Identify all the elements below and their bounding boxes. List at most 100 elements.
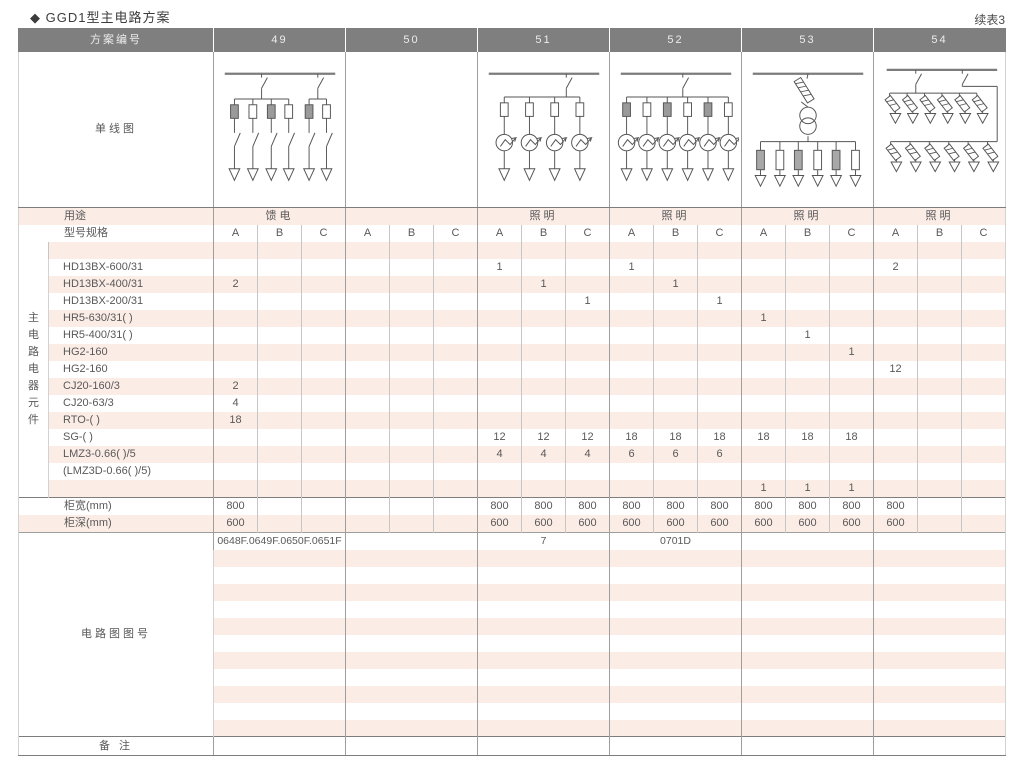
- value-cell: [389, 241, 434, 259]
- phase-header-49-A: A: [213, 224, 258, 242]
- empty-cell: [741, 702, 874, 720]
- value-cell: [653, 462, 698, 480]
- value-cell: [609, 241, 654, 259]
- diagram-number-54: [873, 531, 1006, 550]
- empty-cell: [477, 702, 610, 720]
- value-cell: [213, 360, 258, 378]
- value-cell: [213, 241, 258, 259]
- depth-value: [301, 514, 346, 532]
- empty-cell: [213, 719, 346, 737]
- value-cell: 2: [873, 258, 918, 276]
- value-cell: [785, 275, 830, 293]
- empty-cell: [873, 566, 1006, 584]
- empty-cell: [873, 600, 1006, 618]
- value-cell: [389, 326, 434, 344]
- value-cell: [917, 292, 962, 310]
- phase-header-53-C: C: [829, 224, 874, 242]
- value-cell: 6: [653, 445, 698, 463]
- value-cell: [565, 462, 610, 480]
- value-cell: [829, 275, 874, 293]
- empty-cell: [609, 617, 742, 635]
- value-cell: [477, 360, 522, 378]
- empty-cell: [213, 651, 346, 669]
- empty-cell: [345, 668, 478, 686]
- width-value: 800: [873, 496, 918, 515]
- value-cell: [609, 377, 654, 395]
- value-cell: [257, 462, 302, 480]
- empty-cell: [477, 668, 610, 686]
- value-cell: 18: [653, 428, 698, 446]
- phase-header-51-C: C: [565, 224, 610, 242]
- diagram-number-50: [345, 531, 478, 550]
- usage-53: 照明: [741, 207, 874, 225]
- empty-cell: [741, 566, 874, 584]
- value-cell: [389, 428, 434, 446]
- value-cell: [521, 411, 566, 429]
- value-cell: [301, 428, 346, 446]
- empty-cell: [873, 583, 1006, 601]
- value-cell: [433, 479, 478, 497]
- value-cell: 18: [741, 428, 786, 446]
- value-cell: [477, 241, 522, 259]
- value-cell: [741, 241, 786, 259]
- value-cell: [565, 275, 610, 293]
- value-cell: [345, 326, 390, 344]
- value-cell: 18: [213, 411, 258, 429]
- empty-cell: [873, 702, 1006, 720]
- continued-table-label: 续表3: [974, 13, 1005, 27]
- single-line-diagram-graphic: [617, 72, 739, 182]
- value-cell: [917, 258, 962, 276]
- value-cell: [961, 241, 1006, 259]
- value-cell: [741, 462, 786, 480]
- depth-value: 600: [521, 514, 566, 532]
- empty-cell: [873, 549, 1006, 567]
- empty-cell: [477, 685, 610, 703]
- value-cell: 1: [521, 275, 566, 293]
- value-cell: [521, 309, 566, 327]
- phase-header-49-B: B: [257, 224, 302, 242]
- value-cell: 1: [609, 258, 654, 276]
- single-line-diagram-50: [345, 52, 478, 208]
- empty-cell: [873, 719, 1006, 737]
- value-cell: [961, 292, 1006, 310]
- value-cell: [785, 258, 830, 276]
- diagram-number-label: 电路图图号: [18, 531, 214, 737]
- value-cell: [301, 479, 346, 497]
- value-cell: [829, 377, 874, 395]
- value-cell: [433, 462, 478, 480]
- empty-cell: [345, 685, 478, 703]
- empty-cell: [345, 566, 478, 584]
- empty-cell: [477, 549, 610, 567]
- value-cell: [433, 360, 478, 378]
- value-cell: [609, 275, 654, 293]
- empty-cell: [345, 719, 478, 737]
- depth-value: 600: [873, 514, 918, 532]
- cabinet-depth-label: 柜深(mm): [18, 514, 214, 532]
- value-cell: [257, 394, 302, 412]
- value-cell: 1: [785, 326, 830, 344]
- side-label: 主电路电器元件: [18, 241, 49, 497]
- component-label: HG2-160: [48, 343, 214, 361]
- value-cell: [785, 360, 830, 378]
- value-cell: [257, 428, 302, 446]
- depth-value: [961, 514, 1006, 532]
- value-cell: [389, 343, 434, 361]
- value-cell: 18: [829, 428, 874, 446]
- scheme-number-50: 50: [345, 28, 478, 52]
- component-label: HD13BX-200/31: [48, 292, 214, 310]
- width-value: [257, 496, 302, 515]
- value-cell: [741, 292, 786, 310]
- empty-cell: [609, 549, 742, 567]
- width-value: 800: [741, 496, 786, 515]
- value-cell: [741, 326, 786, 344]
- depth-value: 600: [829, 514, 874, 532]
- width-value: [345, 496, 390, 515]
- value-cell: [477, 479, 522, 497]
- value-cell: 6: [609, 445, 654, 463]
- value-cell: [829, 445, 874, 463]
- phase-header-50-B: B: [389, 224, 434, 242]
- empty-cell: [345, 600, 478, 618]
- phase-header-50-A: A: [345, 224, 390, 242]
- diagram-number-53: [741, 531, 874, 550]
